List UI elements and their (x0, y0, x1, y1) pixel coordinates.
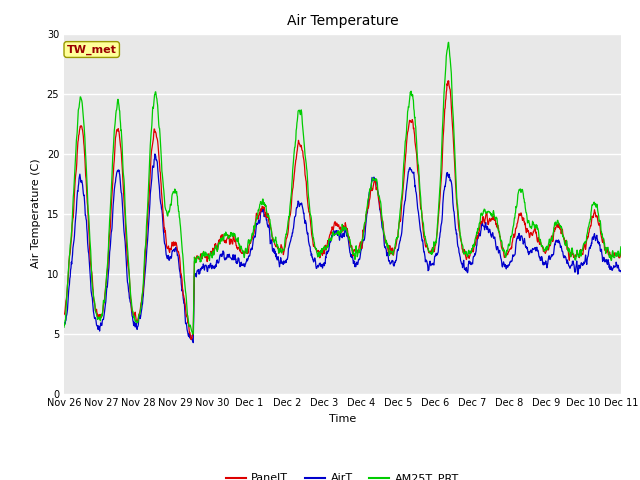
PanelT (170, 241, 178, 247)
AirT (171, 249, 179, 254)
PanelT (184, 320, 191, 326)
AM25T_PRT (617, 244, 625, 250)
Line: AM25T_PRT: AM25T_PRT (64, 42, 621, 334)
AM25T_PRT (429, 245, 437, 251)
AM25T_PRT (246, 238, 254, 244)
AM25T_PRT (60, 324, 68, 330)
AirT (189, 340, 197, 346)
PanelT (445, 78, 452, 84)
AM25T_PRT (502, 252, 510, 257)
AirT (247, 246, 255, 252)
AirT (184, 333, 192, 338)
PanelT (617, 249, 625, 254)
AM25T_PRT (552, 219, 559, 225)
AM25T_PRT (445, 39, 452, 45)
AirT (151, 151, 159, 157)
AM25T_PRT (170, 190, 178, 196)
AirT (552, 239, 559, 245)
AirT (429, 262, 437, 267)
AirT (60, 320, 68, 326)
PanelT (502, 252, 510, 258)
PanelT (552, 226, 559, 232)
AM25T_PRT (189, 331, 196, 337)
Legend: PanelT, AirT, AM25T_PRT: PanelT, AirT, AM25T_PRT (221, 469, 463, 480)
AM25T_PRT (184, 313, 191, 319)
Line: AirT: AirT (64, 154, 621, 343)
PanelT (246, 240, 254, 246)
PanelT (187, 336, 195, 342)
PanelT (429, 244, 437, 250)
Text: TW_met: TW_met (67, 44, 116, 55)
Line: PanelT: PanelT (64, 81, 621, 339)
AirT (617, 269, 625, 275)
AirT (502, 266, 510, 272)
PanelT (60, 312, 68, 317)
X-axis label: Time: Time (329, 414, 356, 424)
Y-axis label: Air Temperature (C): Air Temperature (C) (31, 159, 41, 268)
Title: Air Temperature: Air Temperature (287, 14, 398, 28)
